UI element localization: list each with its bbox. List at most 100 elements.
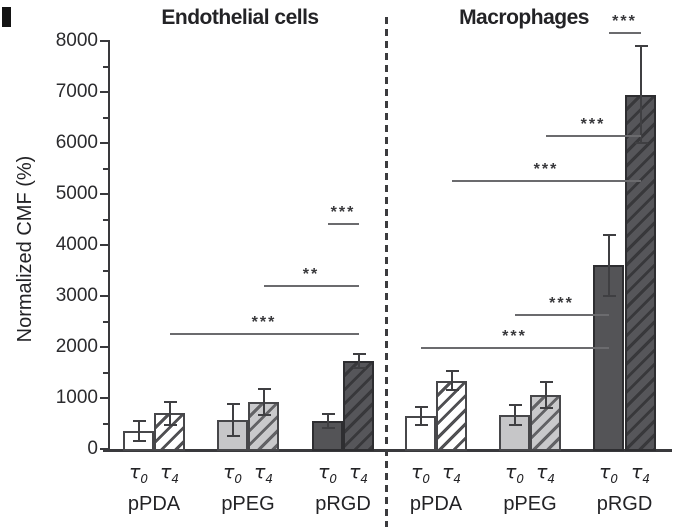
x-tick-label-pRGD-τ4: τ4 bbox=[630, 461, 651, 486]
error-bar-cap-bottom bbox=[226, 435, 240, 437]
error-bar-pPEG-τ4 bbox=[544, 382, 547, 408]
significance-line-1-0 bbox=[420, 347, 609, 349]
error-bar-cap-bottom bbox=[634, 142, 648, 144]
error-bar-cap-top bbox=[634, 45, 648, 47]
bar-pPDA-τ4 bbox=[154, 413, 185, 451]
y-axis-label: Normalized CMF (%) bbox=[14, 155, 36, 343]
error-bar-cap-top bbox=[602, 234, 616, 236]
x-tick-label-pRGD-τ0: τ0 bbox=[317, 461, 338, 486]
error-bar-cap-top bbox=[508, 404, 522, 406]
panel-divider-dashed-line bbox=[385, 17, 388, 527]
y-axis-tick-label: 6000 bbox=[55, 132, 98, 153]
corner-artifact bbox=[2, 7, 11, 27]
y-axis-minor-tick bbox=[103, 168, 109, 170]
bar-pPDA-τ4 bbox=[436, 381, 467, 451]
error-bar-cap-top bbox=[321, 413, 335, 415]
y-axis-major-tick bbox=[100, 448, 109, 450]
error-bar-cap-bottom bbox=[132, 440, 146, 442]
error-bar-pPEG-τ0 bbox=[513, 405, 516, 425]
error-bar-cap-top bbox=[352, 353, 366, 355]
error-bar-cap-bottom bbox=[602, 295, 616, 297]
error-bar-pPDA-τ0 bbox=[137, 421, 140, 441]
y-axis-minor-tick bbox=[103, 321, 109, 323]
y-axis-minor-tick bbox=[103, 423, 109, 425]
y-axis-tick-label: 3000 bbox=[55, 285, 98, 306]
x-tick-label-pRGD-τ4: τ4 bbox=[348, 461, 369, 486]
significance-stars-1-3: *** bbox=[580, 116, 606, 133]
y-axis-minor-tick bbox=[103, 66, 109, 68]
y-axis-major-tick bbox=[100, 91, 109, 93]
error-bar-cap-bottom bbox=[321, 427, 335, 429]
error-bar-cap-top bbox=[163, 401, 177, 403]
y-axis-tick-label: 4000 bbox=[55, 234, 98, 255]
y-axis-tick-label: 7000 bbox=[55, 81, 98, 102]
significance-stars-1-0: *** bbox=[502, 328, 527, 345]
significance-stars-0-0: *** bbox=[251, 314, 277, 331]
significance-line-0-0 bbox=[169, 333, 359, 335]
x-tick-label-pRGD-τ0: τ0 bbox=[598, 461, 619, 486]
significance-stars-1-4: *** bbox=[612, 13, 637, 30]
x-tick-label-pPEG-τ4: τ4 bbox=[535, 461, 556, 486]
significance-line-1-1 bbox=[514, 314, 609, 316]
significance-line-0-2 bbox=[327, 223, 359, 225]
error-bar-cap-bottom bbox=[352, 367, 366, 369]
y-axis-tick-label: 8000 bbox=[55, 30, 98, 51]
y-axis-major-tick bbox=[100, 295, 109, 297]
y-axis-tick-label: 2000 bbox=[55, 336, 98, 357]
group-label-pRGD: pRGD bbox=[596, 493, 653, 515]
y-axis-major-tick bbox=[100, 397, 109, 399]
error-bar-pPDA-τ4 bbox=[450, 371, 453, 390]
y-axis-minor-tick bbox=[103, 117, 109, 119]
y-axis-tick-label: 5000 bbox=[55, 183, 98, 204]
error-bar-pRGD-τ4 bbox=[639, 46, 642, 143]
bar-pPDA-τ0 bbox=[405, 416, 436, 451]
group-label-pPDA: pPDA bbox=[127, 493, 181, 515]
significance-line-1-4 bbox=[608, 32, 641, 34]
error-bar-cap-top bbox=[414, 406, 428, 408]
x-tick-label-pPDA-τ0: τ0 bbox=[128, 461, 149, 486]
y-axis-tick-label: 0 bbox=[87, 438, 98, 459]
y-axis-major-tick bbox=[100, 346, 109, 348]
significance-line-0-1 bbox=[263, 285, 359, 287]
x-tick-label-pPDA-τ0: τ0 bbox=[410, 461, 431, 486]
x-tick-label-pPDA-τ4: τ4 bbox=[159, 461, 180, 486]
x-tick-label-pPDA-τ4: τ4 bbox=[441, 461, 462, 486]
x-tick-label-pPEG-τ4: τ4 bbox=[253, 461, 274, 486]
error-bar-pRGD-τ0 bbox=[326, 414, 329, 428]
error-bar-cap-bottom bbox=[163, 424, 177, 426]
y-axis-major-tick bbox=[100, 193, 109, 195]
significance-line-1-2 bbox=[451, 180, 641, 182]
panel-title-macrophages: Macrophages bbox=[459, 6, 589, 29]
error-bar-cap-bottom bbox=[508, 424, 522, 426]
y-axis-tick-label: 1000 bbox=[55, 387, 98, 408]
group-label-pPEG: pPEG bbox=[221, 493, 275, 515]
error-bar-cap-top bbox=[445, 370, 459, 372]
x-tick-label-pPEG-τ0: τ0 bbox=[222, 461, 243, 486]
error-bar-cap-top bbox=[226, 403, 240, 405]
error-bar-cap-top bbox=[257, 388, 271, 390]
error-bar-pRGD-τ4 bbox=[357, 354, 360, 368]
error-bar-pPEG-τ0 bbox=[231, 404, 234, 436]
error-bar-pPEG-τ4 bbox=[262, 389, 265, 415]
panel-title-endothelial: Endothelial cells bbox=[161, 6, 319, 29]
error-bar-cap-top bbox=[539, 381, 553, 383]
error-bar-cap-bottom bbox=[414, 424, 428, 426]
bar-pRGD-τ4 bbox=[625, 95, 656, 451]
error-bar-cap-top bbox=[132, 420, 146, 422]
error-bar-cap-bottom bbox=[445, 389, 459, 391]
y-axis-major-tick bbox=[100, 244, 109, 246]
error-bar-pPDA-τ0 bbox=[419, 407, 422, 425]
y-axis-line bbox=[108, 40, 110, 451]
error-bar-pPDA-τ4 bbox=[168, 402, 171, 425]
y-axis-minor-tick bbox=[103, 372, 109, 374]
bar-pRGD-τ4 bbox=[343, 361, 374, 451]
y-axis-minor-tick bbox=[103, 219, 109, 221]
significance-stars-1-2: *** bbox=[533, 161, 559, 178]
group-label-pRGD: pRGD bbox=[315, 493, 371, 515]
significance-stars-0-2: *** bbox=[330, 204, 356, 221]
significance-line-1-3 bbox=[545, 135, 641, 137]
group-label-pPEG: pPEG bbox=[503, 493, 557, 515]
error-bar-cap-bottom bbox=[539, 407, 553, 409]
y-axis-major-tick bbox=[100, 142, 109, 144]
